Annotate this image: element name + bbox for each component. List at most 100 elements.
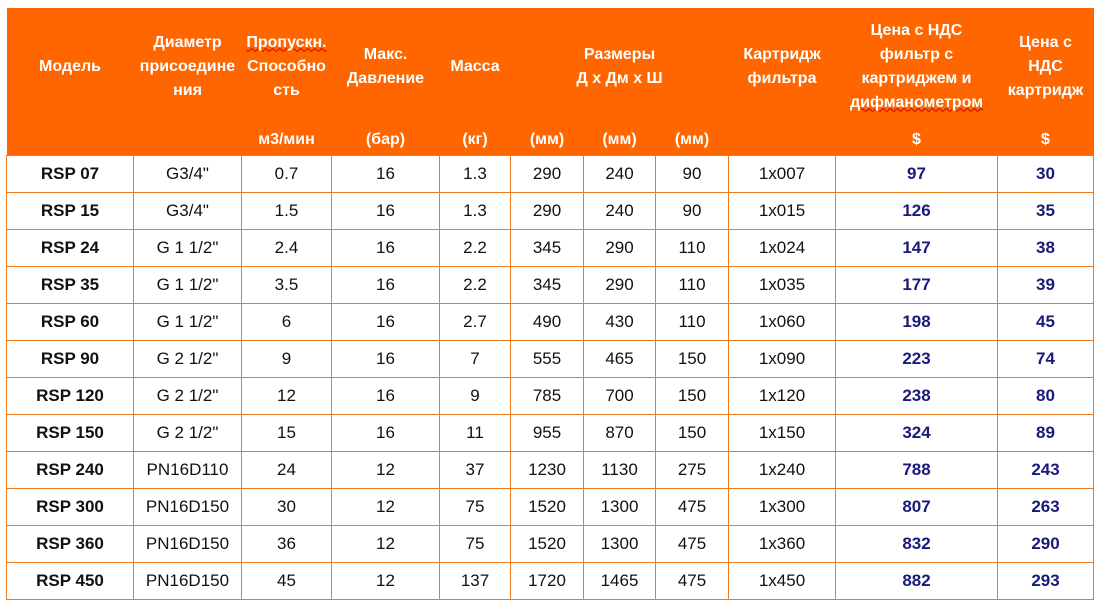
unit-cell: (кг) [439,125,511,156]
table-row: RSP 24 G 1 1/2" 2.4 16 2.2 345 290 110 1x024 147 3… [6,229,1094,267]
price-cell: 30 [997,155,1094,193]
header-model: Модель [6,8,134,125]
model-cell: RSP 24 [6,229,134,267]
table-cell: 290 [583,266,656,304]
price-cell: 807 [835,488,998,526]
table-cell: 275 [655,451,729,489]
table-cell: 16 [331,303,440,341]
table-cell: 90 [655,192,729,230]
table-cell: 11 [439,414,511,452]
table-cell: 90 [655,155,729,193]
unit-cell [6,125,134,156]
table-row: RSP 360 PN16D150 36 12 75 1520 1300 475 1x360 832… [6,525,1094,563]
price-cell: 74 [997,340,1094,378]
table-cell: G 2 1/2" [133,340,242,378]
table-cell: G3/4" [133,155,242,193]
table-cell: G 2 1/2" [133,414,242,452]
price-cell: 324 [835,414,998,452]
price-cell: 177 [835,266,998,304]
table-cell: 45 [241,562,332,600]
header-text: Цена с [1019,33,1072,51]
table-cell: 475 [655,562,729,600]
table-row: RSP 07 G3/4" 0.7 16 1.3 290 240 90 1x007 97 30 [6,155,1094,193]
table-cell: 9 [241,340,332,378]
table-cell: 290 [583,229,656,267]
header-model-text: Модель [39,57,101,75]
table-cell: 24 [241,451,332,489]
price-cell: 293 [997,562,1094,600]
table-cell: PN16D150 [133,488,242,526]
header-price-filter: Цена с НДС фильтр с картриджем и дифманомет… [835,8,998,125]
table-row: RSP 35 G 1 1/2" 3.5 16 2.2 345 290 110 1x035 177 3… [6,266,1094,304]
unit-cell [728,125,836,156]
table-cell: 0.7 [241,155,332,193]
table-cell: 345 [510,229,584,267]
header-text: картриджем и [861,69,972,87]
table-cell: 1520 [510,488,584,526]
model-cell: RSP 35 [6,266,134,304]
table-row: RSP 60 G 1 1/2" 6 16 2.7 490 430 110 1x060 198 45 [6,303,1094,341]
table-cell: 12 [331,451,440,489]
price-cell: 45 [997,303,1094,341]
table-cell: 1x007 [728,155,836,193]
table-cell: 1x035 [728,266,836,304]
price-cell: 198 [835,303,998,341]
price-cell: 126 [835,192,998,230]
table-cell: 137 [439,562,511,600]
table-cell: 1x150 [728,414,836,452]
header-text: Размеры [583,45,656,63]
table-cell: 16 [331,377,440,415]
table-cell: 16 [331,192,440,230]
price-cell: 89 [997,414,1094,452]
table-cell: 1x300 [728,488,836,526]
unit-cell: м3/мин [241,125,332,156]
table-cell: 1.5 [241,192,332,230]
table-cell: PN16D150 [133,562,242,600]
price-cell: 97 [835,155,998,193]
header-cartridge: Картридж фильтра [728,8,836,125]
table-body: RSP 07 G3/4" 0.7 16 1.3 290 240 90 1x007 97 30 RSP … [6,155,1094,600]
model-cell: RSP 240 [6,451,134,489]
header-text: присоедине [139,57,236,75]
table-row: RSP 450 PN16D150 45 12 137 1720 1465 475 1x450 88… [6,562,1094,600]
header-pressure: Макс. Давление [331,8,440,125]
price-cell: 243 [997,451,1094,489]
header-text: дифманометром [849,93,984,111]
table-cell: 555 [510,340,584,378]
header-text: Картридж [743,45,821,63]
table-cell: 110 [655,303,729,341]
table-cell: 1x024 [728,229,836,267]
table-cell: 1x240 [728,451,836,489]
header-text: Д х Дм х Ш [576,69,663,87]
table-cell: 36 [241,525,332,563]
model-cell: RSP 300 [6,488,134,526]
table-cell: 490 [510,303,584,341]
table-cell: 110 [655,266,729,304]
header-text: Масса [450,57,500,75]
table-row: RSP 90 G 2 1/2" 9 16 7 555 465 150 1x090 223 74 [6,340,1094,378]
price-cell: 39 [997,266,1094,304]
table-cell: G 1 1/2" [133,303,242,341]
model-cell: RSP 450 [6,562,134,600]
table-cell: 2.2 [439,229,511,267]
table-cell: 2.4 [241,229,332,267]
table-cell: 150 [655,414,729,452]
price-cell: 882 [835,562,998,600]
table-cell: 75 [439,488,511,526]
price-cell: 147 [835,229,998,267]
model-cell: RSP 15 [6,192,134,230]
table-cell: 2.2 [439,266,511,304]
price-cell: 38 [997,229,1094,267]
model-cell: RSP 120 [6,377,134,415]
model-cell: RSP 150 [6,414,134,452]
table-row: RSP 240 PN16D110 24 12 37 1230 1130 275 1x240 788… [6,451,1094,489]
header-text: Пропускн. [246,33,327,51]
header-text: НДС [1028,57,1063,75]
table-cell: 785 [510,377,584,415]
table-cell: 2.7 [439,303,511,341]
table-cell: 1x015 [728,192,836,230]
table-cell: 1x450 [728,562,836,600]
table-cell: 1x360 [728,525,836,563]
table-cell: 30 [241,488,332,526]
price-cell: 788 [835,451,998,489]
